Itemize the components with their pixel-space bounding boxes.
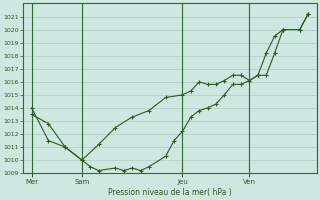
X-axis label: Pression niveau de la mer( hPa ): Pression niveau de la mer( hPa ) (108, 188, 232, 197)
